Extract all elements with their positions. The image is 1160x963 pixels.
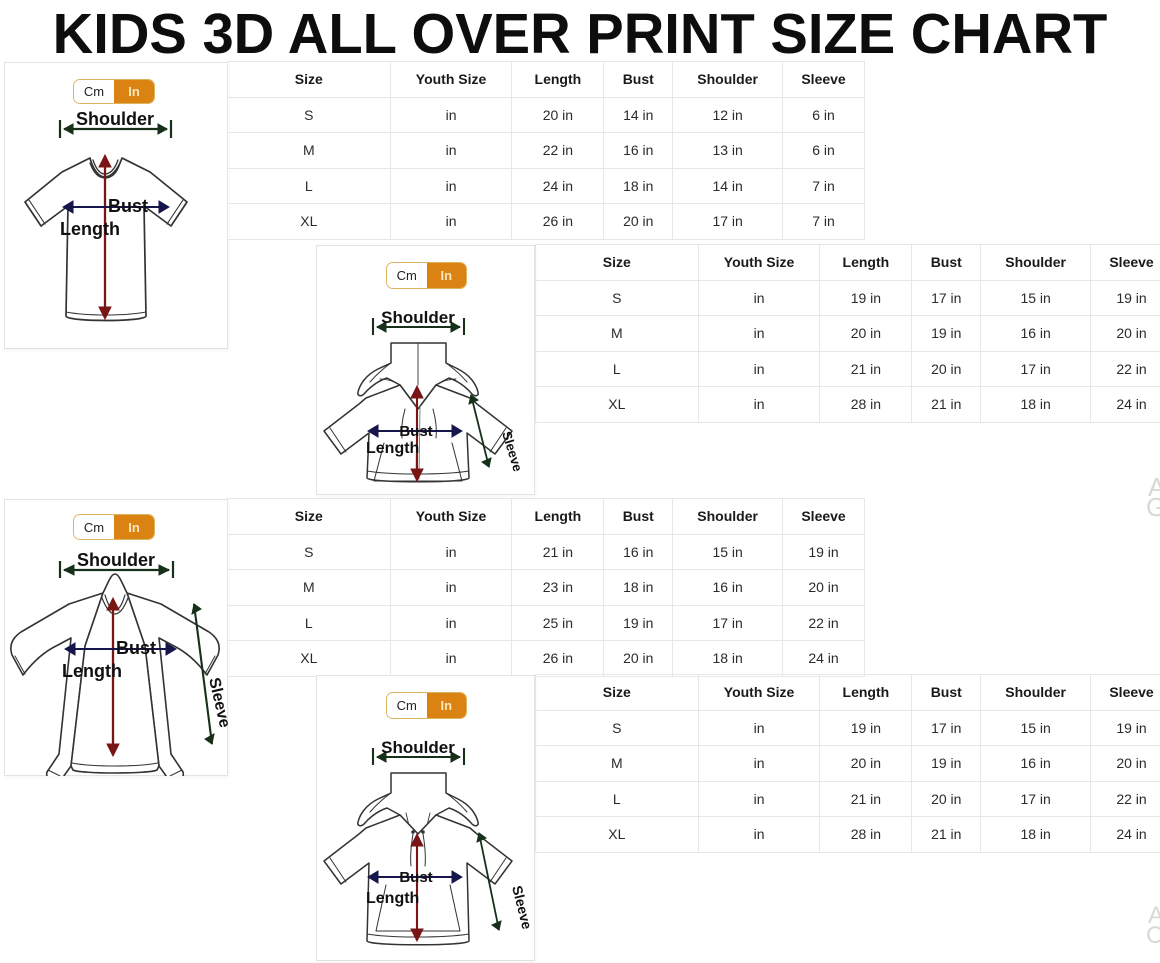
- svg-text:Bust: Bust: [116, 638, 156, 658]
- svg-text:Length: Length: [366, 440, 419, 457]
- svg-text:Length: Length: [62, 661, 122, 681]
- svg-text:Shoulder: Shoulder: [381, 738, 455, 757]
- svg-text:Bust: Bust: [108, 196, 148, 216]
- svg-text:Shoulder: Shoulder: [77, 550, 155, 570]
- svg-text:Shoulder: Shoulder: [76, 109, 154, 129]
- svg-text:Length: Length: [60, 219, 120, 239]
- svg-text:Bust: Bust: [399, 869, 432, 886]
- svg-text:Sleeve: Sleeve: [509, 884, 535, 931]
- svg-text:Shoulder: Shoulder: [381, 308, 455, 327]
- svg-text:Sleeve: Sleeve: [499, 429, 525, 473]
- svg-text:Bust: Bust: [399, 423, 432, 440]
- svg-text:Length: Length: [366, 890, 419, 907]
